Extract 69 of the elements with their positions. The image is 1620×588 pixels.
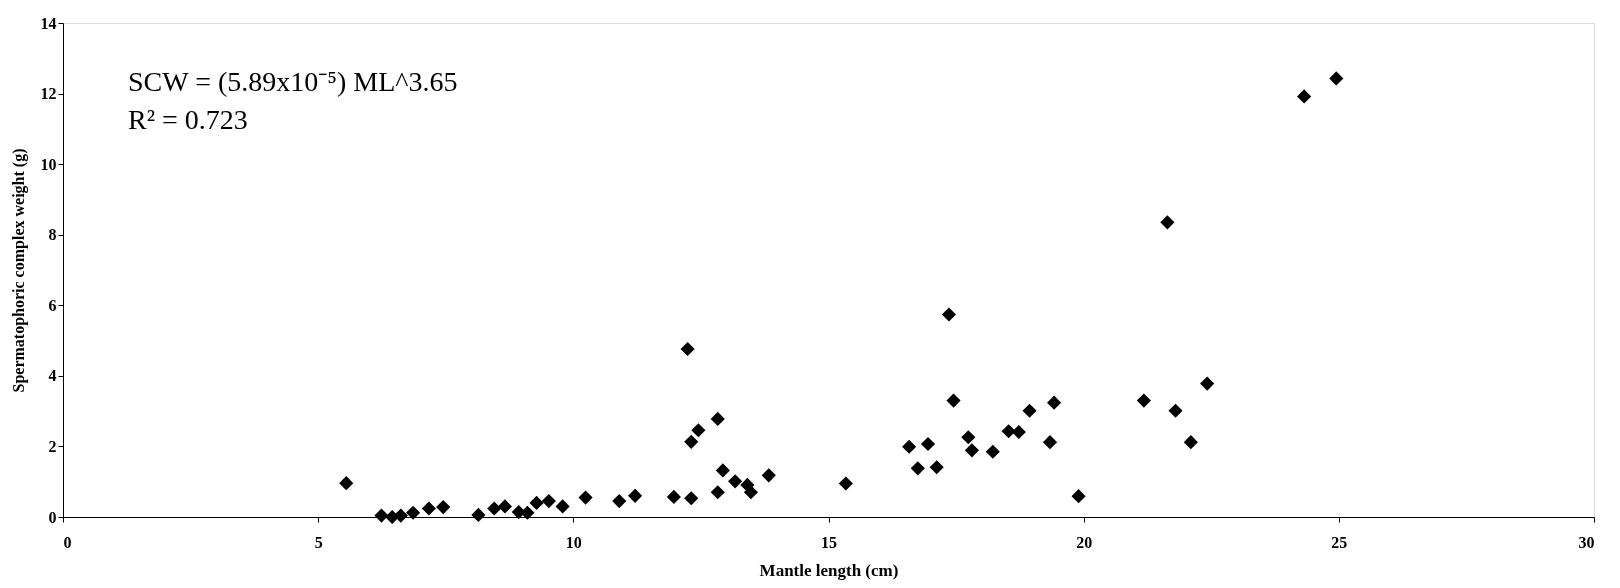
y-tick-label: 4 (48, 367, 57, 385)
point (961, 430, 976, 445)
x-axis-title: Mantle length (cm) (759, 560, 899, 580)
point (710, 485, 725, 500)
point (1136, 393, 1151, 408)
point (436, 500, 451, 515)
y-tick-label: 10 (40, 155, 57, 173)
point (529, 495, 544, 510)
y-tick-label: 2 (48, 437, 57, 455)
point (1042, 435, 1058, 450)
x-tick-label: 15 (821, 533, 837, 551)
point (406, 505, 421, 520)
point (964, 443, 979, 458)
point (1200, 376, 1215, 391)
point (946, 393, 961, 408)
point (541, 494, 556, 509)
point (684, 491, 699, 506)
x-tick-label: 30 (1578, 533, 1595, 551)
y-axis-title: Spermatophoric complex weight (g) (9, 148, 28, 393)
x-tick-label: 25 (1331, 533, 1348, 551)
annotation: SCW = (5.89x10⁻⁵) ML^3.65 (128, 66, 458, 97)
point (684, 434, 699, 449)
point (710, 411, 725, 426)
point (985, 444, 1000, 459)
point (1160, 215, 1175, 230)
point (1168, 403, 1183, 418)
point (1011, 424, 1026, 440)
y-tick-label: 0 (48, 508, 57, 526)
annotation: R² = 0.723 (128, 104, 248, 135)
x-tick-label: 5 (314, 533, 323, 551)
point (838, 476, 853, 491)
point (680, 341, 695, 357)
point (743, 485, 758, 500)
point (421, 501, 436, 516)
point (728, 474, 743, 489)
point (393, 508, 408, 523)
point (628, 488, 643, 503)
point (715, 463, 730, 478)
x-tick-label: 0 (63, 533, 72, 551)
point (902, 439, 917, 454)
point (929, 460, 944, 475)
x-tick-label: 20 (1076, 533, 1093, 551)
point (578, 490, 593, 505)
point (691, 423, 706, 438)
point (1183, 435, 1198, 450)
x-tick-label: 10 (565, 533, 582, 551)
point (1297, 89, 1312, 104)
point (941, 307, 957, 322)
point (920, 436, 936, 452)
point (910, 461, 925, 476)
y-tick-label: 8 (48, 226, 57, 244)
point (1022, 403, 1037, 418)
y-tick-label: 6 (48, 296, 57, 314)
point (471, 507, 486, 522)
point (520, 505, 535, 520)
point (497, 499, 513, 514)
y-tick-label: 12 (40, 85, 57, 103)
point (612, 494, 627, 509)
point (1329, 71, 1344, 86)
point (555, 499, 570, 514)
point (374, 508, 389, 523)
point (1001, 424, 1016, 439)
point (487, 501, 502, 516)
point (761, 468, 776, 483)
y-tick-label: 14 (40, 14, 57, 32)
point (666, 489, 681, 504)
point (1047, 395, 1062, 410)
point (339, 476, 354, 491)
point (1071, 489, 1086, 504)
